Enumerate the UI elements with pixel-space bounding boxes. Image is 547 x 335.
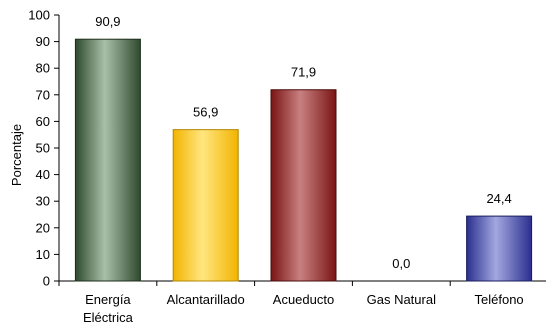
y-tick-label: 20 <box>36 220 50 235</box>
category-label: Acueducto <box>273 292 334 307</box>
y-tick-label: 60 <box>36 114 50 129</box>
y-tick-label: 30 <box>36 194 50 209</box>
x-ticks <box>58 281 451 286</box>
data-label: 90,9 <box>95 14 120 29</box>
bars <box>74 38 533 282</box>
y-tick-label: 10 <box>36 247 50 262</box>
category-label: Eléctrica <box>83 310 134 325</box>
category-label: Energía <box>85 292 131 307</box>
data-label: 56,9 <box>193 105 218 120</box>
data-label: 24,4 <box>486 191 511 206</box>
category-label: Gas Natural <box>367 292 436 307</box>
data-label: 71,9 <box>291 65 316 80</box>
bar <box>74 38 141 282</box>
y-tick-label: 0 <box>43 274 50 289</box>
y-tick-label: 50 <box>36 141 50 156</box>
data-label: 0,0 <box>392 256 410 271</box>
category-label: Alcantarillado <box>167 292 245 307</box>
bar <box>172 129 239 282</box>
category-labels: Energía Eléctrica Alcantarillado Acueducto G… <box>83 292 524 325</box>
y-tick-label: 100 <box>28 8 50 23</box>
y-axis-title: Porcentaje <box>9 124 24 186</box>
bar <box>466 215 533 282</box>
data-labels: 90,9 56,9 71,9 0,0 24,4 <box>95 14 512 271</box>
y-tick-label: 70 <box>36 87 50 102</box>
y-ticks: 0 10 20 30 40 50 60 70 80 90 100 <box>28 8 59 289</box>
bar <box>270 89 337 282</box>
y-tick-label: 90 <box>36 34 50 49</box>
y-tick-label: 80 <box>36 61 50 76</box>
y-tick-label: 40 <box>36 167 50 182</box>
category-label: Teléfono <box>475 292 524 307</box>
